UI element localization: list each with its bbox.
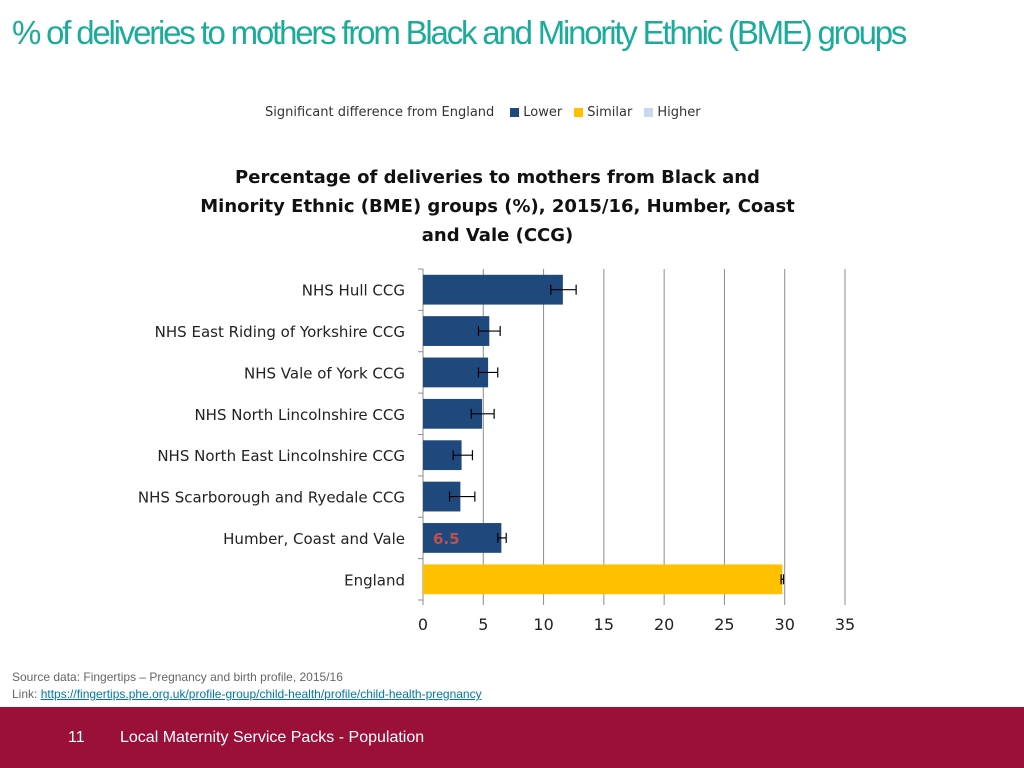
bar [423,564,783,595]
legend-item-similar: Similar [574,105,632,120]
bar [423,274,563,305]
category-label: NHS Scarborough and Ryedale CCG [138,489,405,507]
page-number: 11 [68,729,85,746]
source-text: Source data: Fingertips – Pregnancy and … [12,670,343,684]
data-label: 6.5 [433,530,460,548]
category-label: NHS East Riding of Yorkshire CCG [155,323,405,341]
bar [423,357,489,388]
category-label: Humber, Coast and Vale [223,530,405,548]
legend-swatch-similar [574,107,584,117]
legend-swatch-higher [644,107,654,117]
x-tick-label: 15 [594,615,614,634]
legend-label-lower: Lower [523,104,563,120]
category-label: NHS Vale of York CCG [244,364,405,382]
legend-swatch-lower [510,107,520,117]
bar [423,523,502,553]
legend-item-higher: Higher [644,104,701,120]
bar-chart: 0 5 10 15 20 25 30 35 NHS Hull CCG NHS East Ridin… [138,268,855,634]
x-tick-label: 35 [835,615,855,634]
category-label: England [344,571,405,589]
legend-label-similar: Similar [587,104,633,120]
x-tick-label: 0 [418,615,428,634]
legend-item-lower: Lower [510,105,562,120]
category-label: NHS North East Lincolnshire CCG [157,447,405,465]
legend: Significant difference from England Lowe… [265,103,713,121]
footer-bar: 11 Local Maternity Service Packs - Popul… [0,707,1024,768]
x-tick-label: 20 [654,615,674,634]
x-tick-label: 25 [714,615,734,634]
footer-text: Local Maternity Service Packs - Populati… [120,729,425,746]
legend-label-higher: Higher [657,104,701,120]
source-link[interactable]: https://fingertips.phe.org.uk/profile-gr… [40,687,482,701]
source-link-prefix: Link: [12,687,41,701]
chart-title: Percentage of deliveries to mothers from… [200,167,795,246]
category-label: NHS North Lincolnshire CCG [194,406,405,424]
slide-title: % of deliveries to mothers from Black an… [12,14,907,51]
source-note: Source data: Fingertips – Pregnancy and … [12,669,482,703]
x-tick-label: 30 [775,615,795,634]
legend-title: Significant difference from England [265,104,495,120]
x-tick-label: 5 [478,615,488,634]
x-tick-label: 10 [533,615,553,634]
category-label: NHS Hull CCG [302,282,405,300]
source-link-line: Link: https://fingertips.phe.org.uk/prof… [12,686,482,703]
